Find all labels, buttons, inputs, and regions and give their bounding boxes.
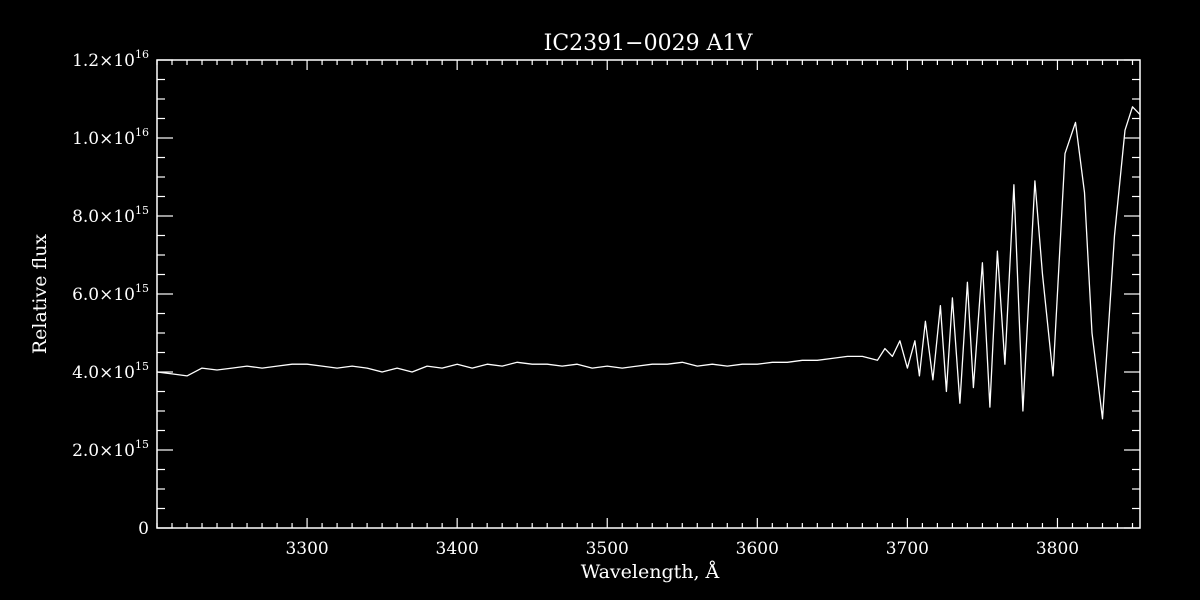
chart-title: IC2391−0029 A1V	[544, 31, 754, 56]
x-tick-label: 3500	[586, 539, 629, 559]
y-tick-labels: 0 2.0×1015 4.0×1015 6.0×1015 8.0×1015 1.0×101…	[72, 48, 149, 539]
x-tick-label: 3700	[886, 539, 929, 559]
x-tick-label: 3300	[285, 539, 328, 559]
y-tick-label: 2.0×1015	[72, 438, 149, 461]
y-tick-label: 4.0×1015	[72, 360, 149, 383]
x-tick-label: 3800	[1036, 539, 1079, 559]
x-axis-title: Wavelength, Å	[581, 561, 720, 583]
spectrum-line	[156, 106, 1141, 420]
axis-ticks	[156, 59, 1140, 529]
x-tick-label: 3400	[436, 539, 479, 559]
y-tick-label: 8.0×1015	[72, 204, 149, 227]
y-tick-label: 1.2×1016	[72, 48, 149, 71]
y-tick-label: 6.0×1015	[72, 282, 149, 305]
y-axis-title: Relative flux	[29, 234, 51, 355]
plot-frame	[156, 59, 1141, 529]
y-tick-label: 1.0×1016	[72, 126, 149, 149]
y-tick-label: 0	[138, 519, 149, 539]
x-tick-label: 3600	[736, 539, 779, 559]
x-tick-labels: 3300 3400 3500 3600 3700 3800	[285, 539, 1079, 559]
